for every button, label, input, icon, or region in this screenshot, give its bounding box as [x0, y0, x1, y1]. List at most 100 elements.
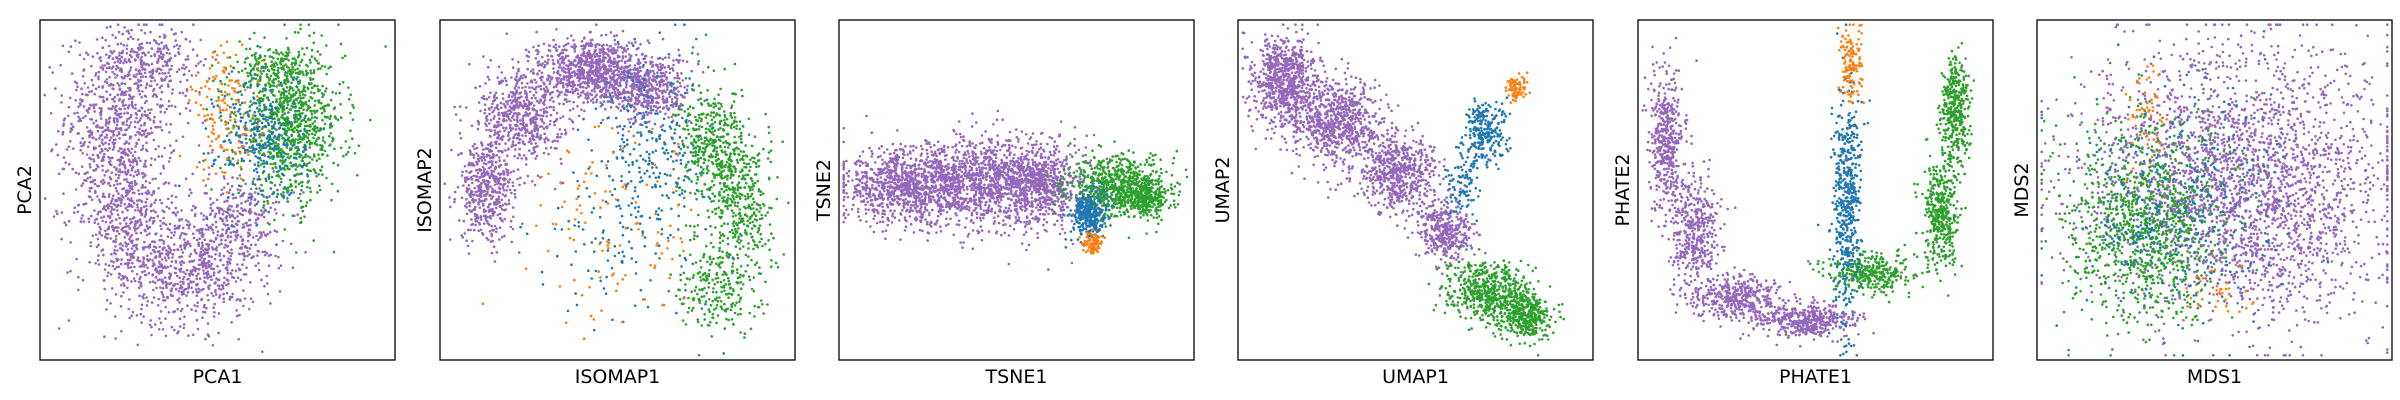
scatter-point: [109, 273, 113, 276]
scatter-point: [507, 133, 510, 137]
scatter-point: [500, 71, 504, 74]
scatter-point: [192, 204, 195, 208]
scatter-point: [297, 101, 301, 105]
scatter-point: [160, 128, 164, 132]
scatter-point: [523, 181, 526, 185]
scatter-point: [172, 45, 176, 48]
scatter-point: [245, 266, 248, 270]
scatter-point: [226, 56, 229, 59]
scatter-point: [504, 127, 508, 130]
scatter-point: [116, 23, 120, 27]
scatter-point: [130, 47, 134, 51]
scatter-point: [55, 209, 58, 213]
scatter-point: [172, 234, 176, 237]
scatter-point: [151, 280, 155, 283]
scatter-point: [225, 127, 228, 130]
scatter-point: [209, 212, 213, 215]
scatter-point: [297, 148, 301, 152]
scatter-point: [347, 86, 350, 89]
scatter-point: [240, 43, 244, 47]
scatter-point: [167, 182, 171, 185]
scatter-point: [494, 167, 497, 170]
scatter-point: [473, 186, 477, 190]
scatter-point: [184, 58, 188, 61]
scatter-point: [113, 248, 116, 252]
scatter-point: [482, 204, 485, 207]
scatter-point: [231, 193, 235, 196]
scatter-point: [279, 264, 283, 268]
scatter-point: [279, 81, 283, 85]
scatter-point: [288, 178, 292, 182]
scatter-point: [143, 113, 147, 117]
scatter-point: [314, 139, 318, 143]
scatter-point: [285, 75, 289, 78]
scatter-point: [309, 76, 312, 80]
scatter-point: [98, 231, 101, 234]
scatter-point: [236, 263, 239, 266]
scatter-point: [156, 47, 160, 50]
scatter-point: [187, 101, 190, 105]
scatter-point: [152, 216, 156, 220]
scatter-point: [489, 91, 492, 94]
scatter-point: [223, 177, 226, 180]
scatter-point: [136, 203, 139, 206]
scatter-point: [145, 296, 148, 299]
scatter-point: [146, 62, 149, 66]
scatter-point: [232, 225, 236, 228]
scatter-point: [201, 316, 204, 320]
scatter-point: [216, 284, 220, 287]
scatter-point: [297, 82, 300, 85]
scatter-point: [242, 159, 246, 163]
scatter-point: [232, 230, 235, 233]
scatter-point: [506, 154, 509, 158]
scatter-point: [102, 279, 106, 282]
scatter-point: [249, 119, 252, 123]
scatter-point: [258, 133, 261, 136]
scatter-point: [106, 274, 109, 278]
scatter-point: [137, 209, 140, 212]
scatter-point: [97, 263, 101, 266]
scatter-point: [263, 124, 267, 128]
scatter-point: [116, 113, 119, 116]
scatter-point: [320, 92, 324, 95]
scatter-point: [129, 121, 133, 124]
scatter-point: [150, 301, 154, 304]
scatter-point: [113, 267, 117, 271]
scatter-point: [268, 55, 272, 58]
scatter-point: [190, 191, 193, 195]
scatter-point: [212, 306, 215, 310]
scatter-point: [178, 317, 182, 321]
scatter-point: [283, 139, 287, 143]
scatter-point: [502, 188, 506, 192]
scatter-point: [110, 199, 113, 203]
scatter-point: [480, 188, 483, 191]
scatter-point: [265, 274, 269, 278]
scatter-point: [80, 184, 83, 187]
scatter-point: [140, 303, 144, 307]
scatter-point: [486, 147, 490, 150]
scatter-point: [462, 184, 465, 187]
scatter-point: [146, 226, 149, 229]
scatter-point: [297, 53, 301, 57]
scatter-point: [169, 251, 172, 254]
scatter-point: [215, 249, 218, 252]
scatter-point: [273, 122, 277, 125]
scatter-point: [267, 175, 271, 178]
scatter-point: [301, 180, 304, 184]
scatter-point: [279, 177, 283, 181]
scatter-point: [51, 71, 54, 74]
scatter-point: [99, 200, 102, 204]
scatter-point: [113, 208, 116, 211]
scatter-point: [308, 58, 312, 62]
scatter-point: [214, 289, 217, 292]
scatter-point: [150, 108, 153, 111]
scatter-point: [290, 86, 294, 90]
scatter-point: [147, 108, 150, 112]
panel-isomap: ISOMAP1 ISOMAP2: [414, 19, 796, 388]
scatter-point: [178, 218, 181, 221]
scatter-point: [277, 138, 281, 142]
scatter-point: [123, 178, 126, 181]
scatter-point: [197, 244, 201, 247]
scatter-point: [320, 111, 324, 115]
scatter-point: [286, 103, 290, 107]
